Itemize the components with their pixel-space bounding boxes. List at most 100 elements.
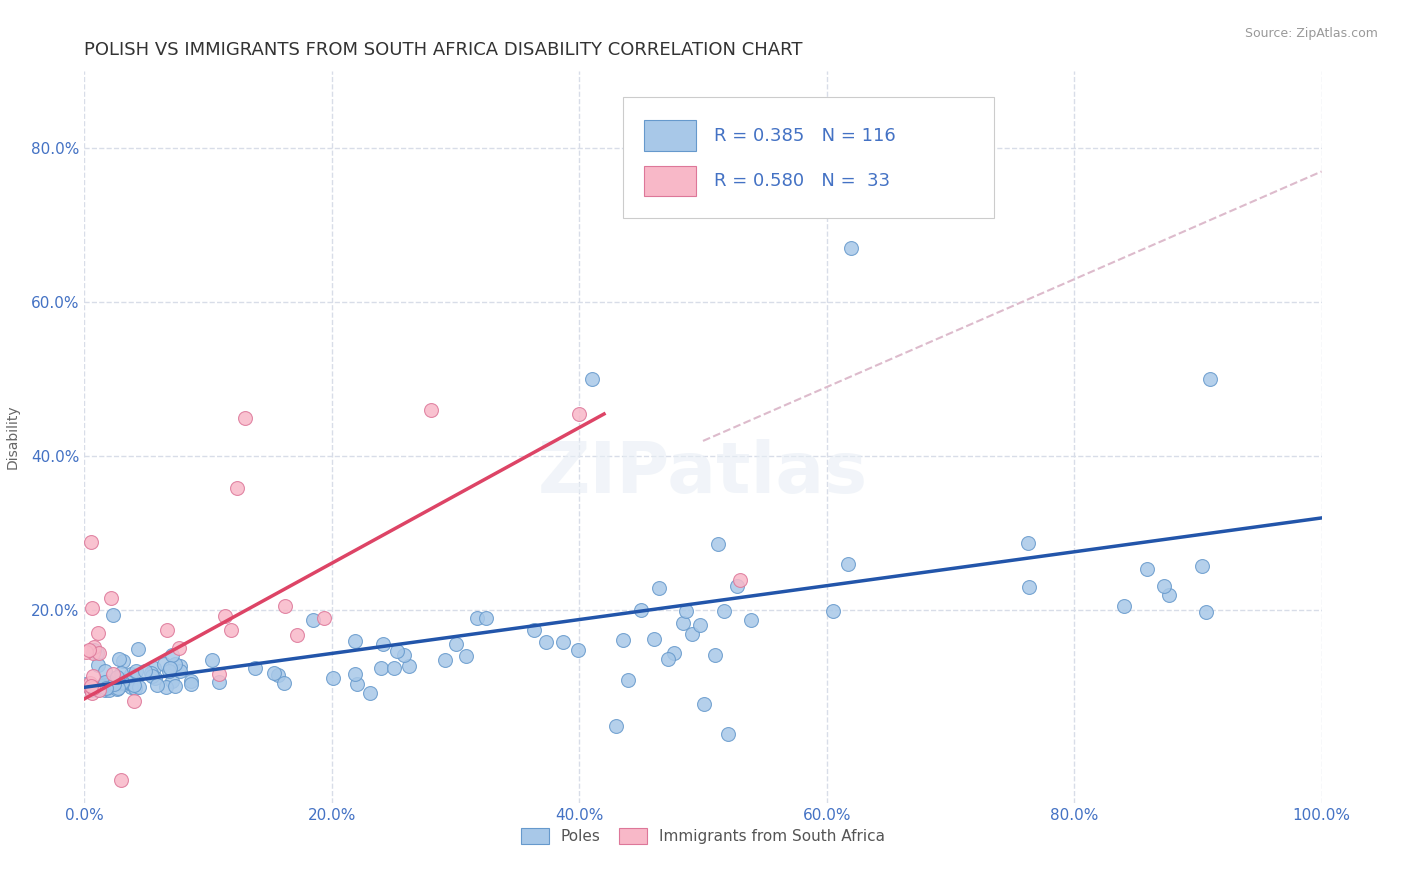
Point	[75, 677, 97, 691]
Point	[616, 673, 638, 687]
Point	[433, 653, 456, 667]
Point	[80, 680, 103, 694]
Point	[837, 558, 859, 572]
Point	[474, 610, 496, 624]
Point	[107, 652, 129, 666]
Point	[110, 772, 132, 787]
Point	[86, 683, 108, 698]
Point	[717, 726, 740, 740]
Point	[146, 678, 169, 692]
Point	[273, 676, 295, 690]
Point	[681, 626, 703, 640]
Point	[101, 667, 124, 681]
Point	[419, 403, 441, 417]
Point	[568, 407, 591, 421]
Point	[346, 677, 368, 691]
Point	[612, 633, 634, 648]
Point	[821, 604, 844, 618]
Point	[180, 677, 202, 691]
Point	[94, 682, 117, 697]
Point	[214, 609, 236, 624]
Point	[359, 685, 381, 699]
Point	[662, 646, 685, 660]
Point	[80, 681, 103, 695]
Point	[630, 603, 652, 617]
Point	[79, 675, 101, 690]
Point	[98, 682, 121, 697]
Point	[124, 681, 146, 696]
Point	[97, 680, 120, 694]
Point	[101, 607, 124, 622]
Point	[444, 637, 467, 651]
Point	[155, 680, 177, 694]
Point	[110, 665, 132, 680]
Point	[605, 719, 627, 733]
Point	[169, 659, 191, 673]
Point	[87, 682, 110, 697]
Point	[87, 626, 110, 640]
Point	[120, 667, 142, 681]
Y-axis label: Disability: Disability	[6, 405, 20, 469]
Text: R = 0.580   N =  33: R = 0.580 N = 33	[714, 172, 890, 190]
Point	[454, 649, 477, 664]
Point	[285, 628, 308, 642]
Point	[671, 616, 693, 631]
Point	[94, 676, 117, 690]
Point	[112, 677, 135, 691]
Point	[208, 666, 231, 681]
Point	[648, 581, 671, 595]
Point	[93, 664, 115, 678]
Point	[115, 675, 138, 690]
Point	[94, 675, 117, 690]
Point	[267, 667, 290, 681]
Point	[523, 624, 546, 638]
Point	[392, 648, 415, 663]
Point	[134, 665, 156, 679]
Point	[728, 573, 751, 587]
Point	[387, 644, 409, 658]
Point	[159, 661, 181, 675]
Point	[675, 604, 697, 618]
Bar	[644, 120, 696, 151]
Point	[1153, 579, 1175, 593]
Point	[111, 675, 134, 690]
Point	[83, 643, 105, 657]
Point	[91, 679, 114, 693]
Point	[127, 642, 149, 657]
Point	[80, 679, 103, 693]
Point	[219, 623, 242, 637]
Point	[165, 657, 187, 671]
Point	[82, 681, 104, 696]
Point	[105, 681, 128, 696]
Point	[87, 658, 110, 673]
Point	[233, 410, 256, 425]
Point	[1017, 536, 1039, 550]
Point	[79, 643, 101, 657]
Point	[111, 675, 134, 690]
Point	[141, 668, 163, 682]
Point	[83, 640, 105, 655]
Point	[163, 679, 186, 693]
Point	[371, 637, 394, 651]
Point	[157, 664, 180, 678]
Point	[302, 613, 325, 627]
Point	[208, 674, 231, 689]
Point	[86, 646, 108, 660]
Point	[100, 591, 122, 606]
Point	[125, 664, 148, 678]
Text: POLISH VS IMMIGRANTS FROM SOUTH AFRICA DISABILITY CORRELATION CHART: POLISH VS IMMIGRANTS FROM SOUTH AFRICA D…	[84, 41, 803, 59]
Point	[122, 678, 145, 692]
Point	[343, 634, 366, 648]
Point	[370, 661, 392, 675]
Point	[1191, 558, 1213, 573]
Point	[263, 666, 285, 681]
Legend: Poles, Immigrants from South Africa: Poles, Immigrants from South Africa	[515, 822, 891, 850]
Point	[567, 643, 589, 657]
Point	[707, 537, 730, 551]
Point	[139, 666, 162, 681]
Point	[90, 680, 112, 694]
Point	[312, 610, 335, 624]
Point	[97, 676, 120, 690]
Point	[1136, 562, 1159, 576]
Point	[112, 654, 135, 668]
